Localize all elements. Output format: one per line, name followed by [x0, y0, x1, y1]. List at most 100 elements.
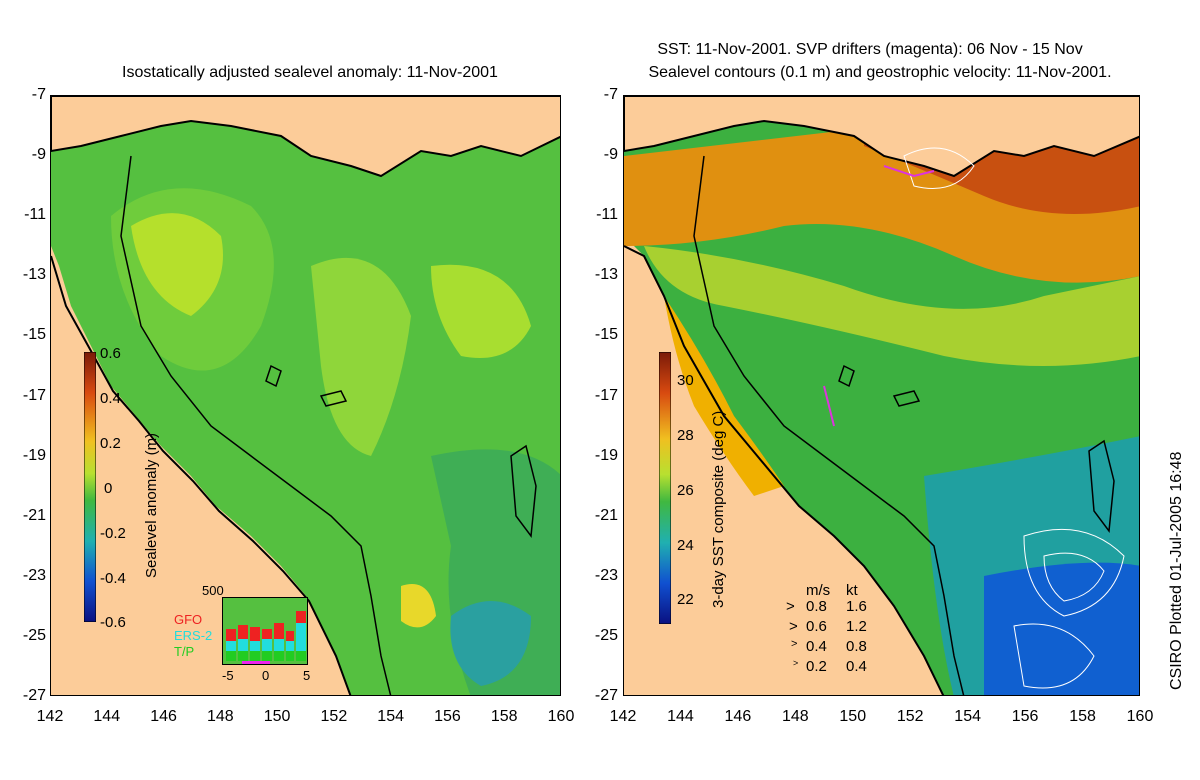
right-map-title-line1: SST: 11-Nov-2001. SVP drifters (magenta)… — [657, 41, 1083, 58]
left-lat-tick: -11 — [24, 206, 46, 224]
left-map-title: Isostatically adjusted sealevel anomaly:… — [122, 64, 498, 81]
left-lon-tick: 154 — [377, 708, 404, 725]
right-map-title-line2: Sealevel contours (0.1 m) and geostrophi… — [648, 64, 1112, 81]
inset-xtick-1: 0 — [262, 668, 270, 683]
velocity-key-kt-1: 1.2 — [846, 618, 867, 635]
velocity-key-kt-0: 1.6 — [846, 598, 867, 615]
sst-tick-28: 28 — [677, 427, 694, 444]
right-lon-tick: 152 — [896, 708, 924, 725]
right-lon-tick: 156 — [1011, 708, 1039, 725]
velocity-key-arrow-2: > — [791, 638, 798, 650]
sla-tick-5: -0.4 — [100, 570, 126, 587]
svp-drifter-tracks — [823, 165, 935, 427]
left-lon-tick: 152 — [320, 708, 348, 725]
sla-tick-1: 0.4 — [100, 390, 121, 407]
ssha-peak-west — [131, 213, 223, 316]
right-lat-tick: -15 — [594, 326, 618, 344]
left-lon-tick: 158 — [490, 708, 518, 725]
sealevel-contours — [903, 147, 1125, 689]
left-lon-tick: 146 — [150, 708, 177, 725]
left-lon-tick: 150 — [263, 708, 291, 725]
right-lon-tick: 160 — [1126, 708, 1154, 725]
right-lon-tick: 158 — [1069, 708, 1096, 725]
left-lat-tick: -27 — [22, 687, 46, 704]
right-lat-tick: -17 — [594, 386, 618, 404]
left-lon-tick: 160 — [547, 708, 575, 725]
sealevel-anomaly-map — [50, 95, 561, 696]
ssha-high-central — [311, 257, 411, 456]
australian-coastline — [624, 245, 945, 695]
right-lat-tick: -21 — [594, 506, 618, 524]
left-lat-tick: -13 — [22, 266, 46, 284]
left-lat-tick: -25 — [22, 626, 46, 644]
ssha-local-high — [401, 584, 436, 628]
right-lon-tick: 148 — [781, 708, 809, 725]
sla-tick-2: 0.2 — [100, 435, 121, 452]
right-lon-tick: 144 — [667, 708, 694, 725]
inset-legend-ers2: ERS-2 — [174, 628, 213, 643]
left-lat-tick: -17 — [22, 386, 46, 404]
sla-tick-3: 0 — [104, 480, 113, 497]
left-lat-tick: -7 — [31, 86, 46, 103]
inset-xtick-0: -5 — [222, 668, 234, 683]
sst-tick-30: 30 — [677, 372, 694, 389]
sst-tick-22: 22 — [677, 591, 694, 608]
left-lat-tick: -9 — [31, 146, 46, 164]
left-lat-tick: -23 — [22, 566, 46, 584]
velocity-key-arrow-1: > — [789, 618, 798, 635]
sla-colorbar-label: Sealevel anomaly (m) — [143, 432, 160, 578]
sst-field — [624, 96, 1139, 695]
velocity-key-header-kt: kt — [846, 582, 858, 599]
velocity-key-ms-0: 0.8 — [806, 598, 827, 615]
sst-tick-24: 24 — [677, 537, 694, 554]
right-lat-tick: -9 — [603, 146, 618, 164]
right-lat-tick: -11 — [596, 206, 618, 224]
inset-ymax-label: 500 — [202, 583, 224, 598]
altimeter-inset-plot — [222, 597, 308, 665]
sst-colorbar-label: 3-day SST composite (deg C) — [710, 410, 727, 608]
reef-islands — [838, 364, 1115, 533]
papua-new-guinea-land — [624, 96, 1139, 178]
right-lon-tick: 150 — [839, 708, 867, 725]
csiro-plot-credit: CSIRO Plotted 01-Jul-2005 16:48 — [1168, 451, 1185, 690]
right-lat-tick: -23 — [594, 566, 618, 584]
papua-new-guinea-land — [51, 96, 560, 178]
right-lon-tick: 142 — [609, 708, 637, 725]
sst-velocity-map — [623, 95, 1140, 696]
right-lat-tick: -19 — [594, 446, 618, 464]
velocity-key-ms-2: 0.4 — [806, 638, 827, 655]
reef-islands — [265, 364, 537, 538]
right-lat-tick: -13 — [594, 266, 618, 284]
right-lat-tick: -7 — [603, 86, 618, 103]
inset-legend-gfo: GFO — [174, 612, 203, 627]
sla-tick-6: -0.6 — [100, 614, 126, 631]
left-lon-tick: 142 — [36, 708, 64, 725]
velocity-key-arrow-3: > — [793, 658, 799, 668]
australian-coastline — [51, 255, 352, 695]
velocity-key-ms-1: 0.6 — [806, 618, 827, 635]
sst-tick-26: 26 — [677, 482, 694, 499]
right-lat-tick: -27 — [594, 687, 618, 704]
inset-legend-tp: T/P — [174, 644, 195, 659]
inset-bars — [226, 611, 306, 664]
sealevel-colorbar — [84, 352, 96, 622]
left-lat-tick: -19 — [22, 446, 46, 464]
left-lat-tick: -15 — [22, 326, 46, 344]
velocity-key-ms-3: 0.2 — [806, 658, 827, 675]
ssha-high-east — [431, 264, 531, 358]
inset-xtick-2: 5 — [303, 668, 311, 683]
shelf-contour — [693, 155, 965, 695]
velocity-key-header-ms: m/s — [806, 582, 831, 599]
left-lon-tick: 148 — [206, 708, 234, 725]
sst-colorbar — [659, 352, 671, 624]
sst-coastal-warm — [664, 296, 784, 496]
sst-transition — [644, 246, 1139, 366]
right-lon-tick: 146 — [724, 708, 752, 725]
left-lon-tick: 144 — [93, 708, 121, 725]
right-lon-tick: 154 — [954, 708, 981, 725]
right-lat-tick: -25 — [594, 626, 618, 644]
sst-cold-southeast — [984, 562, 1139, 695]
velocity-key-arrow-0: > — [786, 598, 795, 615]
left-lon-tick: 156 — [434, 708, 461, 725]
shelf-contour — [120, 155, 392, 695]
